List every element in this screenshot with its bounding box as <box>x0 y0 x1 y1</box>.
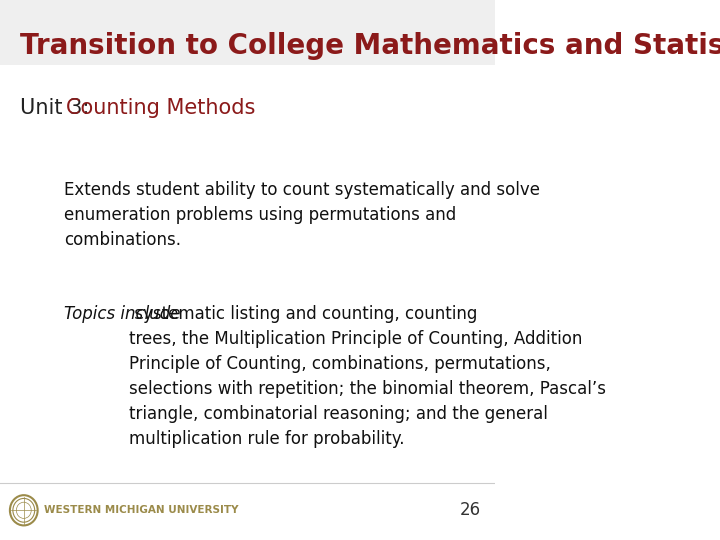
Text: Counting Methods: Counting Methods <box>66 98 256 118</box>
Text: WESTERN MICHIGAN UNIVERSITY: WESTERN MICHIGAN UNIVERSITY <box>44 505 238 515</box>
FancyBboxPatch shape <box>0 0 495 65</box>
Text: Extends student ability to count systematically and solve
enumeration problems u: Extends student ability to count systema… <box>64 181 541 249</box>
Text: Unit 3:: Unit 3: <box>20 98 96 118</box>
Text: 26: 26 <box>459 501 480 519</box>
Text: systematic listing and counting, counting
trees, the Multiplication Principle of: systematic listing and counting, countin… <box>130 305 606 448</box>
Text: Transition to College Mathematics and Statistics: Transition to College Mathematics and St… <box>20 32 720 60</box>
Text: Topics include: Topics include <box>64 305 181 323</box>
